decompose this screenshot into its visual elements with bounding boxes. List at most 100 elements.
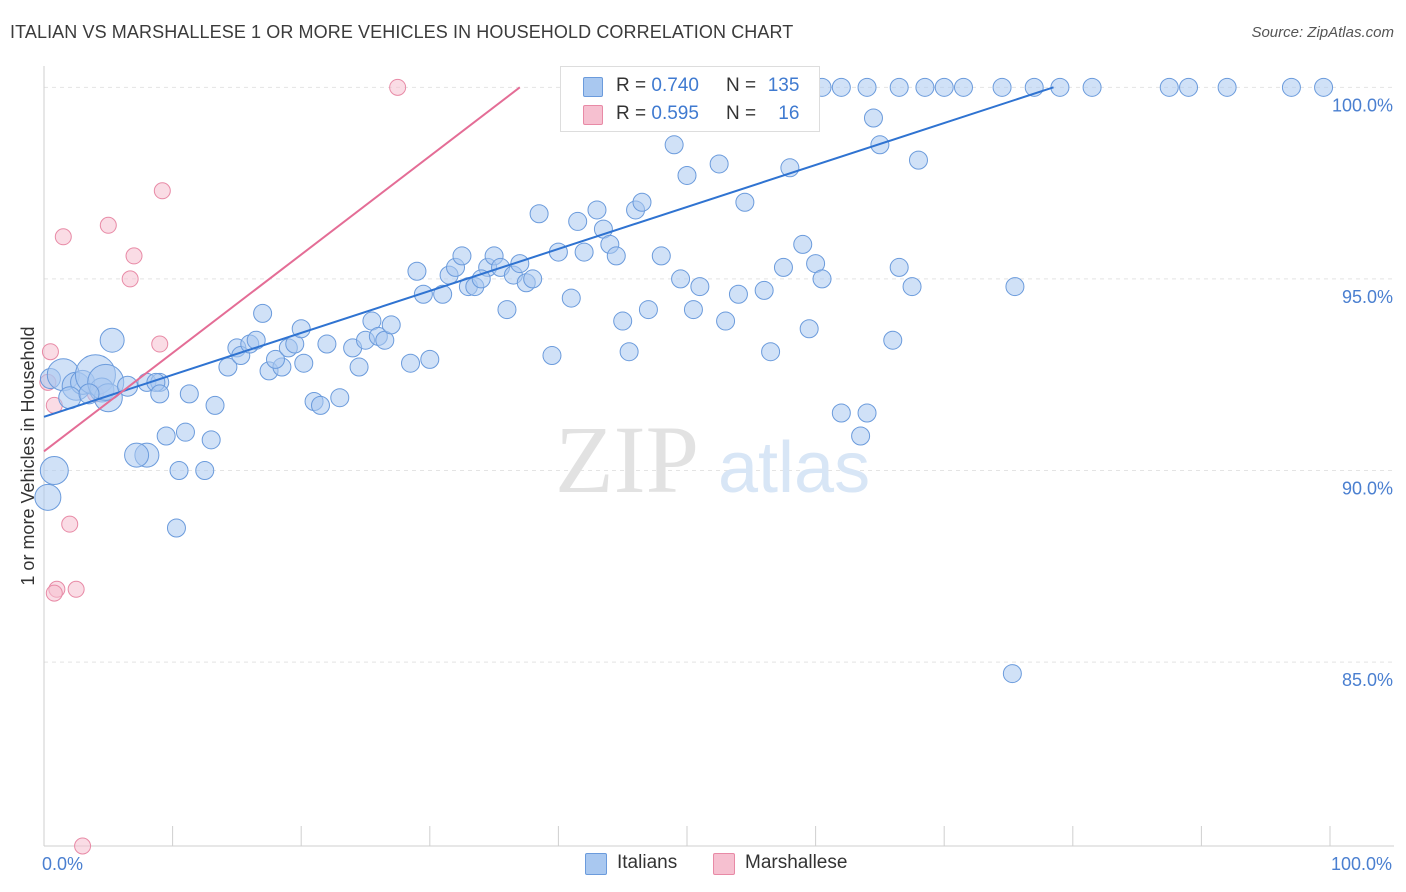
- x-tick-label: 0.0%: [42, 854, 83, 874]
- italian-point: [39, 455, 69, 485]
- legend-swatch-italians: [583, 77, 603, 97]
- grid-lines: [44, 86, 1394, 663]
- italian-point: [857, 403, 877, 423]
- italian-point: [915, 77, 935, 97]
- italian-point: [902, 277, 922, 297]
- y-tick-label: 90.0%: [1342, 478, 1393, 498]
- legend-n-label: N =: [726, 75, 757, 96]
- legend-swatch-italians: [585, 853, 607, 875]
- italian-point: [218, 357, 238, 377]
- italian-point: [201, 430, 221, 450]
- italian-point: [728, 284, 748, 304]
- italian-point: [619, 342, 639, 362]
- italian-point: [1005, 277, 1025, 297]
- marshallese-point: [61, 515, 79, 533]
- italian-point: [574, 242, 594, 262]
- italian-point: [831, 77, 851, 97]
- italian-point: [883, 330, 903, 350]
- marshallese-point: [67, 580, 85, 598]
- italian-point: [529, 204, 549, 224]
- watermark-atlas: atlas: [718, 428, 870, 508]
- italian-point: [638, 300, 658, 320]
- legend-label-italians: Italians: [617, 852, 678, 873]
- marshallese-point: [389, 78, 407, 96]
- watermark-zip: ZIP: [555, 406, 699, 513]
- italian-point: [568, 211, 588, 231]
- italian-point: [407, 261, 427, 281]
- italian-point: [690, 277, 710, 297]
- italian-point: [179, 384, 199, 404]
- italian-point: [683, 300, 703, 320]
- italian-point: [175, 422, 195, 442]
- italian-point: [992, 77, 1012, 97]
- tick-labels: 85.0% 90.0% 95.0% 100.0% 0.0% 100.0%: [42, 95, 1393, 874]
- italian-point: [542, 346, 562, 366]
- italian-point: [294, 353, 314, 373]
- stats-legend: R = 0.740 N = 135 R = 0.595 N = 16: [560, 66, 820, 132]
- italian-point: [908, 150, 928, 170]
- italian-point: [246, 330, 266, 350]
- italian-point: [523, 269, 543, 289]
- marshallese-point: [153, 182, 171, 200]
- italian-point: [317, 334, 337, 354]
- italian-point: [99, 327, 125, 353]
- italian-point: [857, 77, 877, 97]
- italian-point: [349, 357, 369, 377]
- italian-point: [709, 154, 729, 174]
- legend-r-marshallese: R = 0.595: [616, 103, 699, 125]
- italian-point: [34, 483, 62, 511]
- italian-point: [205, 395, 225, 415]
- italian-point: [735, 192, 755, 212]
- italian-point: [310, 395, 330, 415]
- italian-point: [124, 442, 150, 468]
- marshallese-points: [39, 78, 407, 855]
- trendlines: [43, 86, 1054, 453]
- italian-point: [677, 165, 697, 185]
- legend-n-value: 135: [767, 75, 800, 96]
- italian-point: [773, 257, 793, 277]
- italian-point: [1179, 77, 1199, 97]
- italian-point: [330, 388, 350, 408]
- marshallese-point: [121, 270, 139, 288]
- italian-point: [793, 234, 813, 254]
- italian-point: [433, 284, 453, 304]
- italian-point: [381, 315, 401, 335]
- marshallese-trendline: [43, 86, 521, 453]
- italian-point: [1314, 77, 1334, 97]
- source-label: Source: ZipAtlas.com: [1251, 24, 1394, 41]
- italian-point: [169, 460, 189, 480]
- italian-point: [831, 403, 851, 423]
- marshallese-point: [54, 228, 72, 246]
- italian-point: [413, 284, 433, 304]
- legend-r-value: 0.740: [651, 75, 699, 96]
- legend-swatch-marshallese: [583, 105, 603, 125]
- series-legend: Italians Marshallese: [0, 852, 1406, 878]
- italian-point: [78, 383, 100, 405]
- legend-n-label: N =: [726, 103, 757, 124]
- italian-point: [452, 246, 472, 266]
- legend-n-marshallese: N = 16: [726, 103, 799, 125]
- italian-points: [34, 77, 1334, 684]
- italian-point: [716, 311, 736, 331]
- marshallese-point: [125, 247, 143, 265]
- legend-row-marshallese: R = 0.595 N = 16: [561, 99, 819, 129]
- italian-point: [863, 108, 883, 128]
- italian-point: [587, 200, 607, 220]
- marshallese-point: [99, 216, 117, 234]
- italian-point: [150, 384, 170, 404]
- italian-point: [889, 77, 909, 97]
- italian-point: [1050, 77, 1070, 97]
- italian-point: [632, 192, 652, 212]
- italian-point: [471, 269, 491, 289]
- italian-point: [664, 135, 684, 155]
- italian-point: [934, 77, 954, 97]
- marshallese-point: [151, 335, 169, 353]
- axes: [43, 66, 1394, 847]
- italian-point: [166, 518, 186, 538]
- italian-point: [1159, 77, 1179, 97]
- italian-point: [291, 319, 311, 339]
- legend-n-value: 16: [778, 103, 800, 124]
- y-tick-label: 85.0%: [1342, 670, 1393, 690]
- italian-point: [754, 280, 774, 300]
